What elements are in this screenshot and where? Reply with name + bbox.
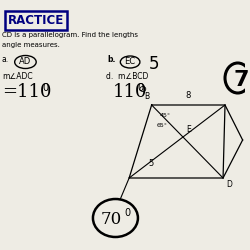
Text: b.: b.: [108, 55, 116, 64]
Text: 45°: 45°: [160, 113, 170, 118]
Text: AD: AD: [19, 58, 32, 66]
Text: 5: 5: [149, 55, 159, 73]
Text: 0: 0: [124, 208, 130, 218]
Text: B: B: [144, 92, 150, 101]
Text: E: E: [186, 125, 191, 134]
Text: 8: 8: [186, 91, 191, 100]
Text: 7: 7: [234, 70, 250, 90]
Text: 0: 0: [42, 83, 48, 93]
Text: =110: =110: [2, 83, 51, 101]
Text: 70: 70: [101, 212, 122, 228]
Text: 110: 110: [112, 83, 147, 101]
Text: a.: a.: [2, 55, 9, 64]
Text: 5: 5: [148, 158, 154, 168]
Text: RACTICE: RACTICE: [8, 14, 64, 27]
Text: d.  m∠BCD: d. m∠BCD: [106, 72, 148, 81]
Text: EC: EC: [124, 58, 136, 66]
Text: m∠ADC: m∠ADC: [2, 72, 32, 81]
Text: 0: 0: [137, 83, 143, 93]
Text: angle measures.: angle measures.: [2, 42, 60, 48]
Text: D: D: [226, 180, 232, 189]
Text: 65°: 65°: [156, 123, 168, 128]
Text: CD is a parallelogram. Find the lengths: CD is a parallelogram. Find the lengths: [2, 32, 138, 38]
